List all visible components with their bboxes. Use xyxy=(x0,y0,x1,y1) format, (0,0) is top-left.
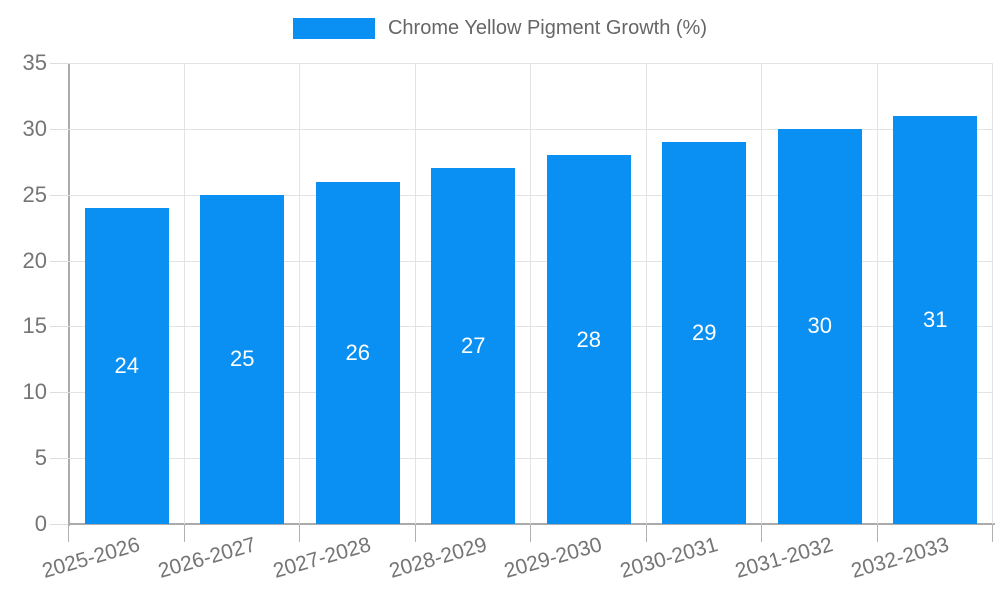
y-axis-tick xyxy=(50,524,69,525)
gridline-vertical xyxy=(876,63,878,524)
bar[interactable]: 27 xyxy=(431,168,516,524)
legend-swatch xyxy=(292,18,375,39)
gridline-horizontal xyxy=(69,458,993,460)
gridline-vertical xyxy=(530,63,531,524)
y-tick-label: 25 xyxy=(22,181,47,207)
x-axis-tick xyxy=(761,524,762,542)
x-tick-label: 2030-2031 xyxy=(617,533,721,583)
x-axis-labels: 2025-2026 2026-2027 2027-2028 2028-2029 2029… xyxy=(40,524,993,600)
bar[interactable]: 24 xyxy=(84,207,169,524)
y-tick-label: 20 xyxy=(22,247,47,273)
gridline-vertical xyxy=(992,63,993,524)
bar-value-label: 31 xyxy=(923,306,948,332)
y-axis-tick xyxy=(50,63,69,64)
y-axis-tick xyxy=(50,128,69,130)
y-tick-label: 5 xyxy=(34,445,47,471)
x-tick-label: 2026-2027 xyxy=(155,533,259,583)
gridline-horizontal xyxy=(69,260,993,262)
y-tick-label: 15 xyxy=(22,313,47,339)
bar[interactable]: 30 xyxy=(777,128,862,524)
y-axis-tick xyxy=(50,194,69,196)
bar[interactable]: 31 xyxy=(893,115,978,524)
x-axis-tick xyxy=(414,524,416,542)
x-tick-label: 2031-2032 xyxy=(732,533,836,583)
x-axis-tick xyxy=(876,524,878,542)
bar-value-label: 26 xyxy=(345,339,370,365)
gridline-horizontal xyxy=(69,392,993,394)
x-tick-label: 2025-2026 xyxy=(39,533,143,583)
x-tick-label: 2029-2030 xyxy=(501,533,605,583)
y-tick-label: 35 xyxy=(22,50,47,75)
y-axis-tick xyxy=(50,458,69,460)
bar-value-label: 25 xyxy=(230,346,255,372)
gridline-horizontal xyxy=(69,128,993,130)
x-axis-tick xyxy=(645,524,647,542)
bar-value-label: 30 xyxy=(807,313,832,339)
y-axis-tick xyxy=(50,326,69,328)
y-axis-line xyxy=(68,63,70,526)
bar-value-label: 24 xyxy=(114,352,139,378)
gridline-horizontal xyxy=(69,63,993,64)
x-axis-tick xyxy=(68,524,69,542)
x-tick-label: 2028-2029 xyxy=(386,533,490,583)
bar[interactable]: 29 xyxy=(662,142,747,524)
bar-value-label: 28 xyxy=(576,326,601,352)
bar[interactable]: 26 xyxy=(315,181,400,524)
gridline-horizontal xyxy=(69,194,993,196)
legend-label: Chrome Yellow Pigment Growth (%) xyxy=(387,17,707,39)
gridline-vertical xyxy=(645,63,647,524)
bar[interactable]: 28 xyxy=(546,155,631,524)
legend-item[interactable]: Chrome Yellow Pigment Growth (%) xyxy=(0,17,1000,40)
y-axis-tick xyxy=(50,260,69,262)
x-axis-tick xyxy=(992,524,993,542)
gridline-vertical xyxy=(761,63,762,524)
x-axis-tick xyxy=(530,524,531,542)
y-tick-label: 0 xyxy=(34,511,47,536)
gridline-horizontal xyxy=(69,326,993,328)
y-tick-label: 10 xyxy=(22,379,47,405)
y-axis-labels: 0 5 10 15 20 25 30 35 xyxy=(0,52,47,535)
x-tick-label: 2027-2028 xyxy=(270,533,374,583)
x-axis-tick xyxy=(299,524,300,542)
x-tick-label: 2032-2033 xyxy=(848,533,952,583)
gridline-vertical xyxy=(414,63,416,524)
x-axis-tick xyxy=(183,524,185,542)
y-axis-tick xyxy=(50,392,69,394)
gridline-vertical xyxy=(183,63,185,524)
bar-value-label: 27 xyxy=(461,333,486,359)
bar-value-label: 29 xyxy=(692,320,717,345)
plot-area: 24 25 26 27 28 29 30 31 xyxy=(50,63,995,542)
gridline-vertical xyxy=(299,63,300,524)
y-tick-label: 30 xyxy=(22,115,47,141)
x-axis-line xyxy=(68,523,995,525)
bar[interactable]: 25 xyxy=(200,194,285,524)
